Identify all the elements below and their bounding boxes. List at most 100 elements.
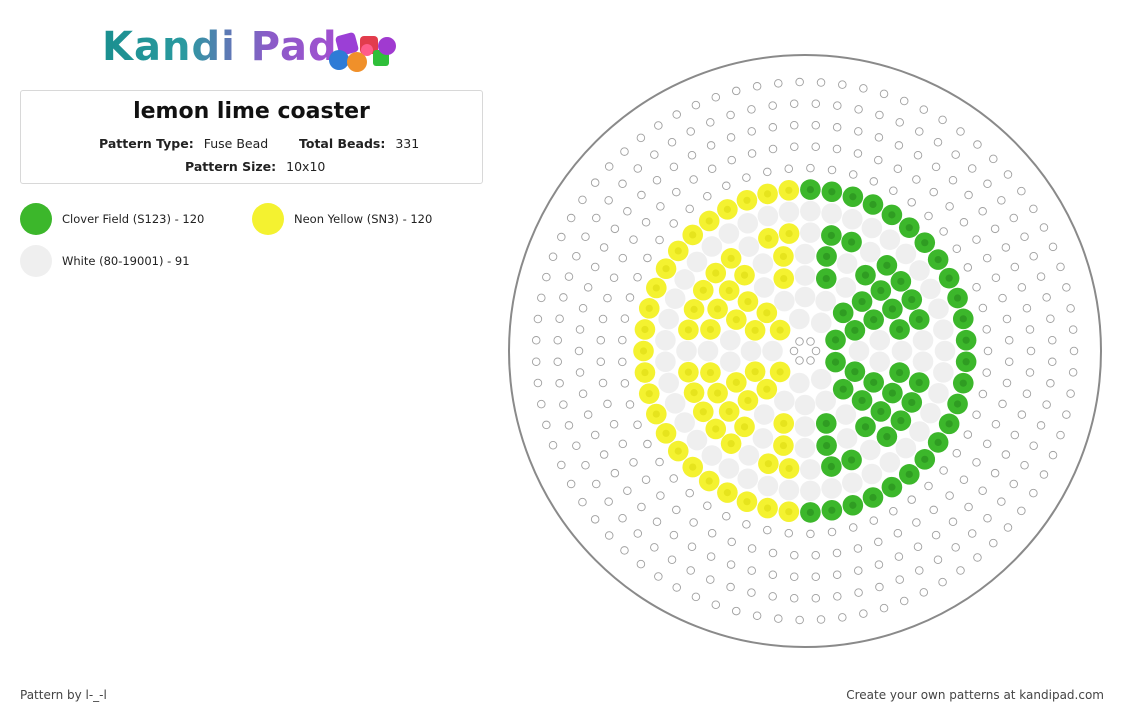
empty-peg (832, 548, 842, 558)
empty-peg (774, 614, 783, 623)
bead-white (815, 290, 836, 312)
empty-peg (652, 517, 662, 527)
empty-peg (618, 253, 628, 263)
empty-peg (816, 615, 826, 624)
empty-peg (1002, 314, 1012, 324)
empty-peg (557, 232, 566, 242)
empty-peg (768, 123, 778, 132)
bead-green (927, 249, 949, 270)
bead-white (676, 340, 697, 362)
bead-white (933, 319, 954, 340)
empty-peg (912, 518, 921, 527)
empty-peg (989, 154, 998, 164)
bead-white (861, 463, 883, 485)
empty-peg (564, 272, 574, 281)
empty-peg (811, 142, 820, 152)
bead-yellow (682, 456, 704, 478)
empty-peg (1002, 378, 1012, 388)
bead-white (719, 329, 741, 351)
bead-yellow (700, 319, 721, 340)
empty-peg (1048, 450, 1058, 460)
bead-white (664, 288, 686, 309)
bead-white (836, 428, 858, 449)
bead-white (674, 412, 695, 433)
empty-peg (933, 555, 943, 564)
empty-peg (874, 560, 884, 569)
empty-peg (1001, 243, 1011, 252)
empty-peg (706, 118, 715, 127)
empty-peg (604, 497, 613, 506)
empty-peg (816, 78, 826, 87)
empty-peg (806, 356, 815, 365)
bead-yellow (726, 372, 747, 393)
legend-label: Clover Field (S123) - 120 (62, 212, 205, 226)
empty-peg (1020, 232, 1029, 241)
empty-peg (686, 127, 695, 136)
pattern-type-value: Fuse Bead (203, 136, 269, 151)
total-beads-value: 331 (395, 136, 420, 151)
empty-peg (784, 529, 794, 538)
empty-peg (722, 181, 731, 191)
empty-peg (618, 439, 628, 449)
empty-peg (964, 190, 973, 200)
empty-peg (1017, 410, 1027, 419)
bead-green (870, 280, 892, 301)
bead-yellow (756, 378, 778, 400)
bead-yellow (773, 435, 794, 456)
empty-peg (609, 420, 619, 429)
bead-green (890, 271, 912, 292)
empty-peg (581, 461, 590, 470)
empty-peg (827, 527, 837, 537)
bead-yellow (734, 416, 755, 438)
empty-peg (654, 121, 663, 130)
bead-white (752, 253, 774, 274)
bead-yellow (736, 491, 758, 513)
bead-green (815, 268, 837, 289)
empty-peg (572, 252, 581, 261)
bead-yellow (769, 361, 791, 383)
bead-yellow (700, 362, 721, 383)
bead-green (898, 217, 920, 238)
empty-peg (832, 144, 842, 154)
empty-peg (590, 262, 600, 272)
empty-peg (1036, 272, 1046, 281)
bead-green (816, 246, 837, 267)
kandipad-logo[interactable]: Kandi Pad (102, 24, 402, 72)
empty-peg (629, 235, 638, 244)
empty-peg (557, 460, 566, 470)
bead-green (821, 456, 842, 477)
bead-yellow (698, 470, 720, 492)
empty-peg (806, 337, 815, 346)
empty-peg (578, 195, 587, 205)
empty-peg (895, 575, 904, 584)
bead-white (869, 351, 891, 373)
empty-peg (1068, 368, 1078, 377)
empty-peg (610, 468, 620, 478)
empty-peg (752, 611, 762, 620)
empty-peg (978, 207, 987, 216)
bead-green (870, 401, 892, 422)
bead-white (752, 428, 774, 449)
empty-peg (618, 179, 627, 189)
empty-peg (1046, 379, 1055, 388)
bead-yellow (638, 298, 660, 319)
bead-yellow (737, 390, 759, 411)
empty-peg (655, 457, 664, 467)
bead-yellow (633, 340, 654, 362)
bead-yellow (758, 227, 779, 249)
bead-white (794, 286, 816, 308)
empty-peg (1029, 252, 1038, 261)
empty-peg (875, 582, 884, 592)
empty-peg (1029, 488, 1038, 498)
empty-peg (899, 96, 909, 106)
empty-peg (650, 150, 659, 159)
empty-peg (533, 314, 543, 324)
empty-peg (939, 466, 948, 475)
empty-peg (972, 283, 981, 292)
empty-peg (919, 588, 929, 597)
empty-peg (726, 560, 736, 569)
empty-peg (789, 99, 799, 108)
empty-peg (838, 613, 847, 622)
empty-peg (654, 572, 663, 581)
create-patterns-link[interactable]: Create your own patterns at kandipad.com (846, 688, 1104, 702)
